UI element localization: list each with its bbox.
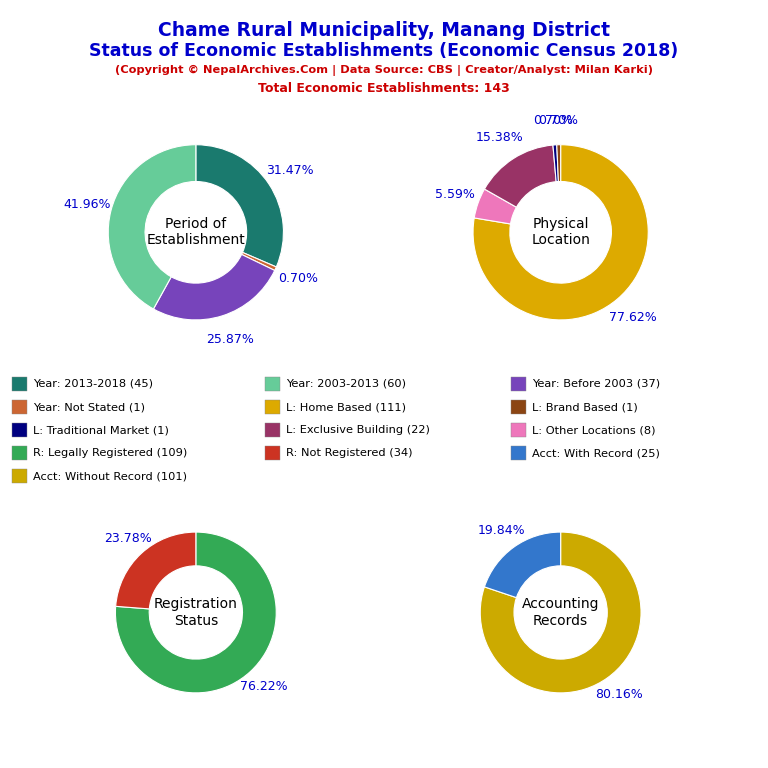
Text: 0.70%: 0.70% [278, 273, 318, 286]
Text: Year: 2003-2013 (60): Year: 2003-2013 (60) [286, 379, 406, 389]
Text: L: Brand Based (1): L: Brand Based (1) [532, 402, 638, 412]
Text: 0.70%: 0.70% [533, 114, 573, 127]
Text: 15.38%: 15.38% [476, 131, 524, 144]
Text: 31.47%: 31.47% [266, 164, 313, 177]
Wedge shape [242, 253, 276, 270]
Text: L: Traditional Market (1): L: Traditional Market (1) [33, 425, 169, 435]
Text: 19.84%: 19.84% [478, 525, 526, 538]
Text: L: Exclusive Building (22): L: Exclusive Building (22) [286, 425, 430, 435]
Wedge shape [154, 254, 275, 320]
Text: L: Home Based (111): L: Home Based (111) [286, 402, 406, 412]
Text: Chame Rural Municipality, Manang District: Chame Rural Municipality, Manang Distric… [158, 21, 610, 40]
Text: 41.96%: 41.96% [64, 198, 111, 210]
Text: Year: Before 2003 (37): Year: Before 2003 (37) [532, 379, 660, 389]
Text: L: Other Locations (8): L: Other Locations (8) [532, 425, 656, 435]
Wedge shape [553, 145, 558, 182]
Text: 5.59%: 5.59% [435, 188, 475, 201]
Text: Registration
Status: Registration Status [154, 598, 238, 627]
Text: Total Economic Establishments: 143: Total Economic Establishments: 143 [258, 82, 510, 95]
Wedge shape [108, 144, 196, 309]
Text: R: Legally Registered (109): R: Legally Registered (109) [33, 448, 187, 458]
Text: Accounting
Records: Accounting Records [522, 598, 599, 627]
Wedge shape [474, 189, 516, 224]
Wedge shape [473, 144, 648, 320]
Wedge shape [557, 144, 561, 181]
Text: 0.70%: 0.70% [538, 114, 578, 127]
Wedge shape [196, 144, 283, 267]
Text: Acct: Without Record (101): Acct: Without Record (101) [33, 471, 187, 482]
Text: 77.62%: 77.62% [609, 311, 657, 324]
Wedge shape [485, 532, 561, 598]
Text: Period of
Establishment: Period of Establishment [147, 217, 245, 247]
Text: Year: Not Stated (1): Year: Not Stated (1) [33, 402, 145, 412]
Text: 76.22%: 76.22% [240, 680, 288, 693]
Text: 25.87%: 25.87% [206, 333, 253, 346]
Text: R: Not Registered (34): R: Not Registered (34) [286, 448, 413, 458]
Text: (Copyright © NepalArchives.Com | Data Source: CBS | Creator/Analyst: Milan Karki: (Copyright © NepalArchives.Com | Data So… [115, 65, 653, 75]
Wedge shape [115, 532, 276, 693]
Wedge shape [116, 532, 196, 609]
Text: Year: 2013-2018 (45): Year: 2013-2018 (45) [33, 379, 153, 389]
Text: 80.16%: 80.16% [595, 687, 643, 700]
Wedge shape [480, 532, 641, 693]
Text: 23.78%: 23.78% [104, 532, 151, 545]
Text: Status of Economic Establishments (Economic Census 2018): Status of Economic Establishments (Econo… [89, 42, 679, 60]
Wedge shape [485, 145, 556, 207]
Text: Physical
Location: Physical Location [531, 217, 590, 247]
Text: Acct: With Record (25): Acct: With Record (25) [532, 448, 660, 458]
